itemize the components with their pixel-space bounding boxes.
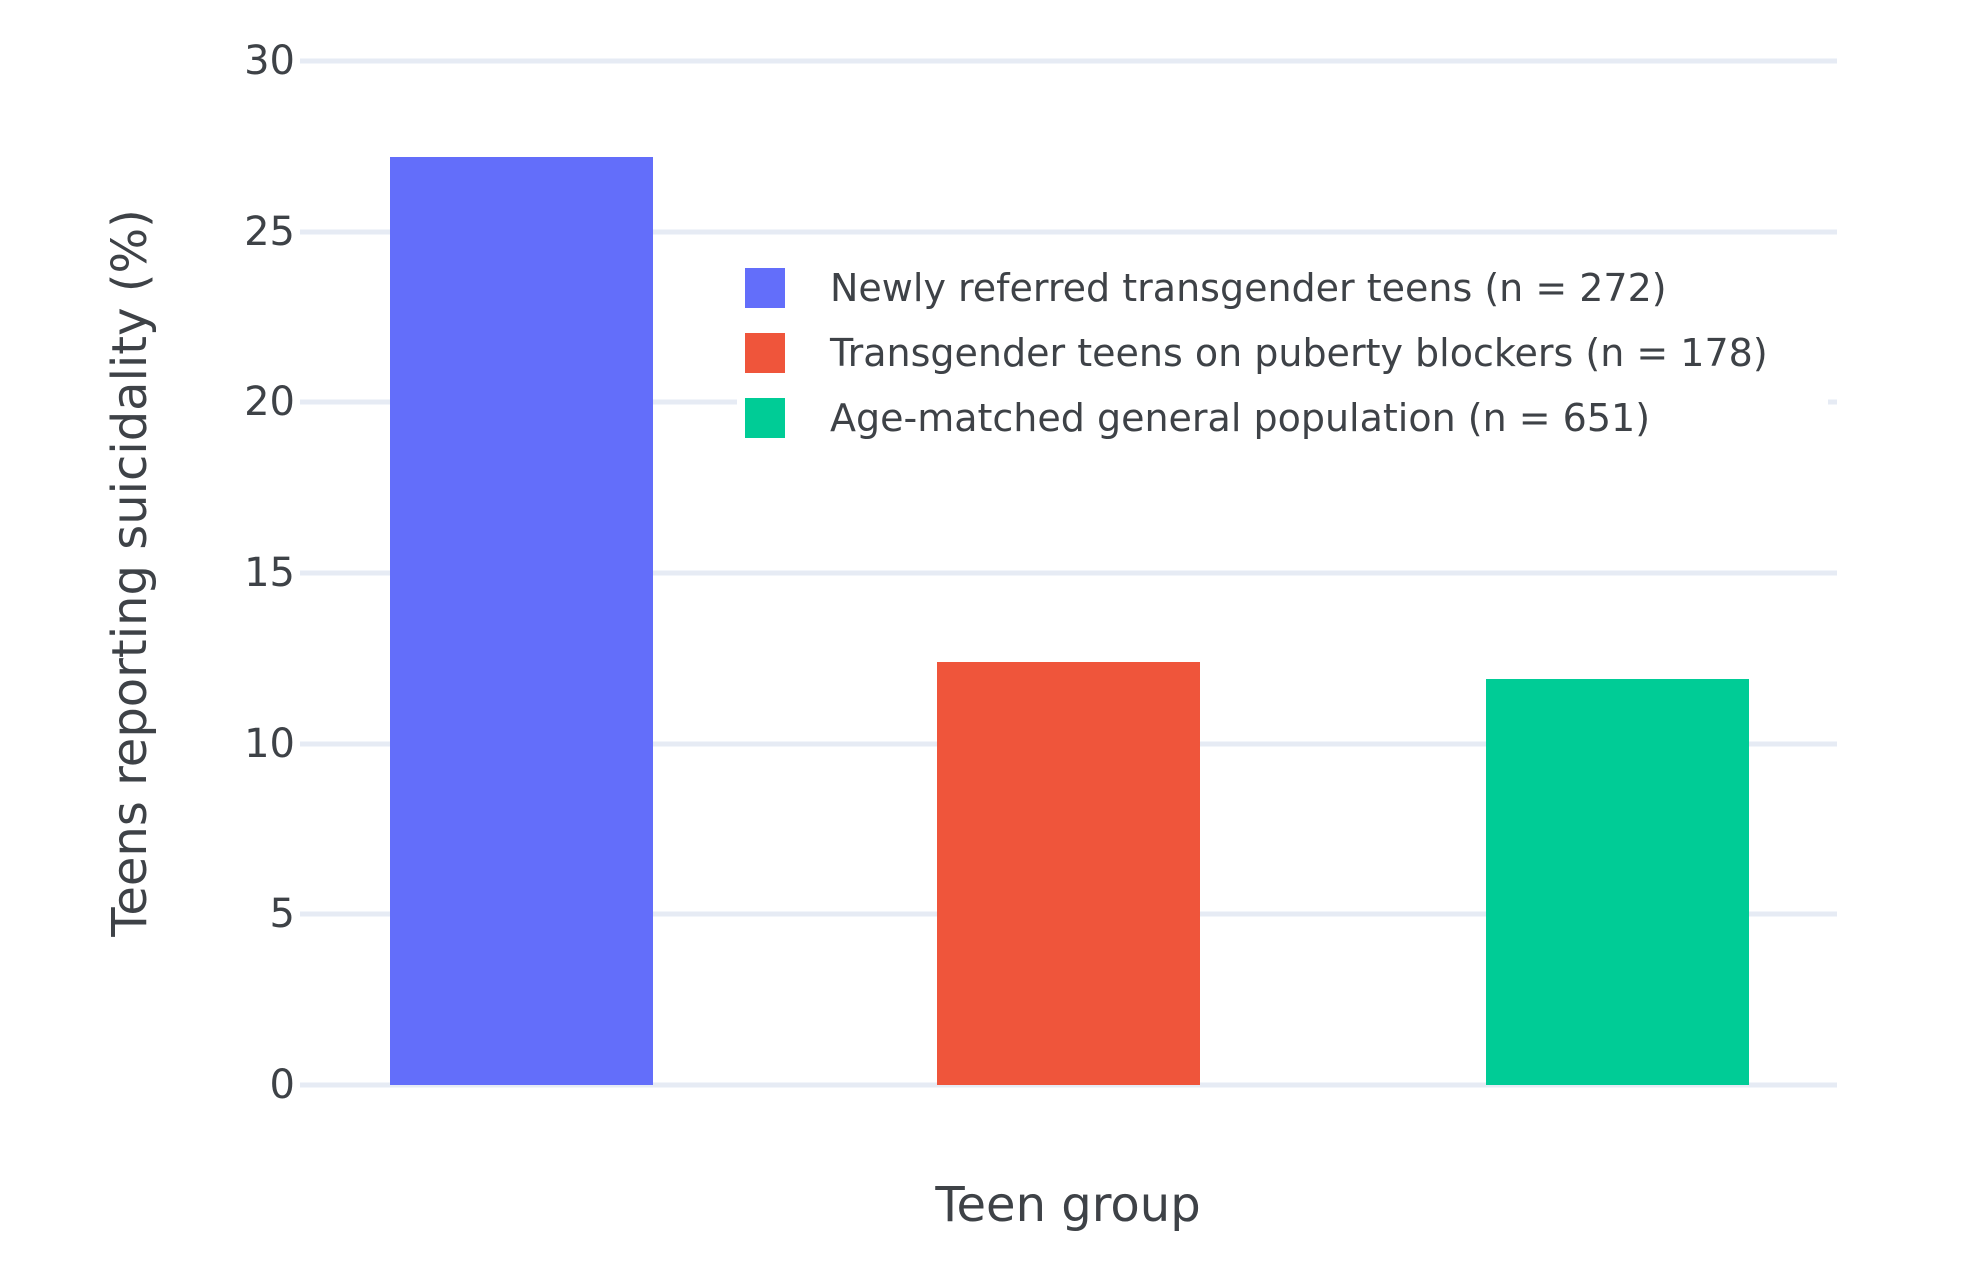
bar-3 [1485,678,1749,1085]
legend-label: Age-matched general population (n = 651) [830,395,1651,440]
y-tick-label: 0 [269,1062,295,1108]
legend: Newly referred transgender teens (n = 27… [737,243,1828,462]
y-tick-label: 20 [244,379,295,426]
legend-item-3[interactable]: Age-matched general population (n = 651) [745,385,1768,450]
legend-item-2[interactable]: Transgender teens on puberty blockers (n… [745,320,1768,385]
y-tick-label: 25 [244,208,295,255]
y-tick-label: 30 [244,38,295,84]
legend-label: Transgender teens on puberty blockers (n… [830,330,1768,375]
x-axis-title: Teen group [935,1177,1201,1233]
y-tick-label: 5 [269,891,295,938]
y-tick-label: 15 [244,550,295,596]
bar-1 [389,156,653,1085]
gridline [300,229,1837,235]
legend-swatch-icon [745,267,785,308]
bar-2 [936,661,1200,1085]
legend-item-1[interactable]: Newly referred transgender teens (n = 27… [745,255,1768,320]
gridline [300,570,1837,576]
legend-swatch-icon [745,397,785,438]
y-tick-label: 10 [244,720,295,767]
gridline [300,58,1837,64]
zero-line [300,1082,1837,1088]
legend-label: Newly referred transgender teens (n = 27… [830,265,1667,310]
legend-swatch-icon [745,332,785,373]
